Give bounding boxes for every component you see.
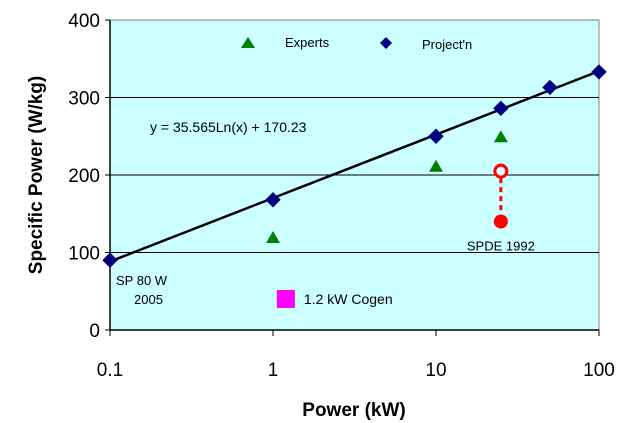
gridlines: [110, 97, 599, 253]
spde-label: SPDE 1992: [467, 239, 535, 254]
legend-projection-marker: [380, 37, 392, 49]
y-tick-label: 200: [68, 166, 100, 187]
y-tick-label: 300: [68, 89, 100, 110]
y-tick-labels: 0 100 200 300 400: [68, 11, 100, 342]
trend-equation: y = 35.565Ln(x) + 170.23: [150, 119, 307, 135]
x-tick-label: 10: [425, 360, 446, 381]
x-axis-label: Power (kW): [302, 400, 405, 421]
x-tick-label: 0.1: [97, 360, 123, 381]
trend-line: [109, 69, 600, 263]
y-tick-label: 100: [68, 244, 100, 265]
projection-point: [493, 100, 509, 117]
experts-point: [429, 159, 443, 172]
projection-point: [591, 64, 607, 80]
x-tick-label: 100: [583, 360, 615, 381]
y-axis-label: Specific Power (W/kg): [26, 76, 47, 274]
sp80-label-line1: SP 80 W: [116, 273, 168, 288]
legend-projection-label: Project'n: [422, 37, 472, 52]
cogen-marker: [276, 290, 295, 308]
y-tick-label: 0: [89, 321, 100, 342]
experts-point: [493, 130, 508, 143]
x-tick-labels: 0.1 1 10 100: [97, 360, 615, 381]
axes: [105, 19, 600, 336]
x-tick-label: 1: [268, 360, 279, 381]
spde-filled-circle: [493, 214, 508, 229]
legend-experts-label: Experts: [285, 35, 330, 50]
projection-point: [102, 252, 118, 268]
projection-point: [265, 192, 281, 208]
projection-point: [428, 128, 444, 144]
legend-experts-marker: [241, 37, 255, 48]
legend: Experts Project'n: [241, 35, 472, 52]
y-tick-label: 400: [68, 11, 100, 32]
projection-point: [542, 79, 558, 96]
spde-open-circle: [493, 163, 509, 179]
experts-point: [266, 231, 280, 243]
data-marks: [102, 64, 607, 268]
cogen-label: 1.2 kW Cogen: [304, 291, 393, 307]
sp80-label-line2: 2005: [134, 292, 163, 307]
